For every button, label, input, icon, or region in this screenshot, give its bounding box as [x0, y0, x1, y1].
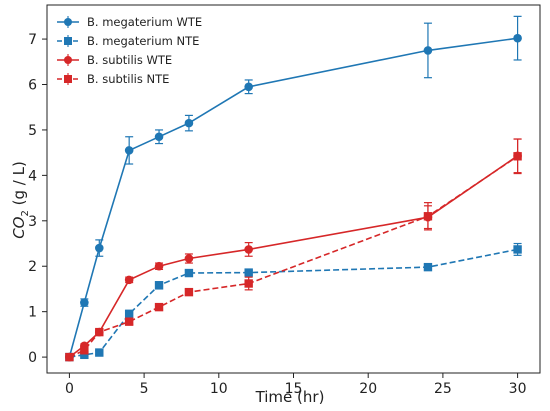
x-tick-label: 0	[65, 381, 74, 397]
data-point	[244, 82, 253, 92]
y-tick-label: 1	[28, 305, 37, 321]
y-axis-label-unit: (g / L)	[10, 161, 28, 210]
data-point	[184, 254, 194, 263]
data-point	[184, 268, 194, 278]
legend-marker	[64, 56, 72, 64]
data-point	[184, 118, 194, 128]
ticks-layer: 0 5 10 15 20 25 30 0 1 2 3 4 5 6 7	[28, 32, 526, 397]
series-line	[68, 37, 518, 358]
data-point	[95, 327, 104, 337]
data-point	[124, 146, 134, 155]
data-point	[423, 262, 433, 272]
y-axis-label-subscript: 2	[20, 210, 31, 216]
x-tick-label: 15	[285, 381, 303, 397]
data-point	[154, 302, 164, 312]
series-3	[65, 138, 522, 362]
x-tick-label: 25	[434, 381, 452, 397]
x-tick-label: 5	[140, 381, 149, 397]
series-line	[69, 155, 519, 358]
data-point	[124, 309, 134, 319]
data-point	[154, 132, 164, 142]
data-point	[124, 317, 134, 326]
y-tick-label: 7	[28, 32, 37, 48]
y-axis-label-main: CO	[10, 216, 28, 238]
legend: B. megaterium WTE B. megaterium NTE B. sub…	[57, 15, 202, 86]
data-point	[423, 46, 433, 55]
y-axis-label: CO2 (g / L)	[10, 161, 31, 239]
legend-item: B. megaterium NTE	[57, 34, 199, 48]
series-layer	[65, 15, 522, 362]
data-point	[244, 279, 253, 288]
legend-item: B. subtilis NTE	[57, 72, 169, 86]
data-point	[80, 350, 89, 360]
y-tick-label: 0	[28, 350, 37, 366]
x-axis-label: Time (hr)	[255, 388, 325, 406]
data-point	[80, 346, 89, 355]
data-point	[94, 243, 104, 253]
legend-label: B. subtilis NTE	[87, 72, 169, 86]
data-point	[184, 287, 194, 297]
data-point	[95, 348, 104, 357]
data-point	[244, 245, 253, 254]
legend-label: B. megaterium NTE	[87, 34, 199, 48]
data-point	[80, 298, 89, 307]
data-point	[65, 352, 74, 362]
data-point	[244, 268, 253, 277]
legend-item: B. subtilis WTE	[57, 53, 172, 67]
y-tick-label: 5	[28, 123, 37, 139]
data-point	[124, 275, 134, 285]
legend-marker	[64, 75, 72, 83]
legend-item: B. megaterium WTE	[57, 15, 202, 29]
legend-marker	[64, 37, 72, 45]
y-tick-label: 4	[28, 168, 37, 184]
series-2	[65, 138, 522, 362]
data-point	[513, 33, 522, 43]
y-tick-label: 2	[28, 259, 37, 275]
data-point	[154, 261, 164, 271]
series-1	[65, 242, 522, 362]
x-tick-label: 10	[210, 381, 228, 397]
legend-marker	[64, 18, 72, 26]
x-tick-label: 30	[509, 381, 527, 397]
data-point	[513, 152, 522, 161]
legend-label: B. megaterium WTE	[87, 15, 202, 29]
series-line	[69, 248, 518, 358]
data-point	[513, 245, 522, 254]
data-point	[423, 212, 433, 221]
series-0	[65, 15, 522, 362]
data-point	[154, 281, 164, 290]
y-tick-label: 3	[28, 214, 37, 230]
y-tick-label: 6	[28, 78, 37, 94]
series-line	[68, 155, 519, 358]
x-tick-label: 20	[359, 381, 377, 397]
legend-label: B. subtilis WTE	[87, 53, 172, 67]
